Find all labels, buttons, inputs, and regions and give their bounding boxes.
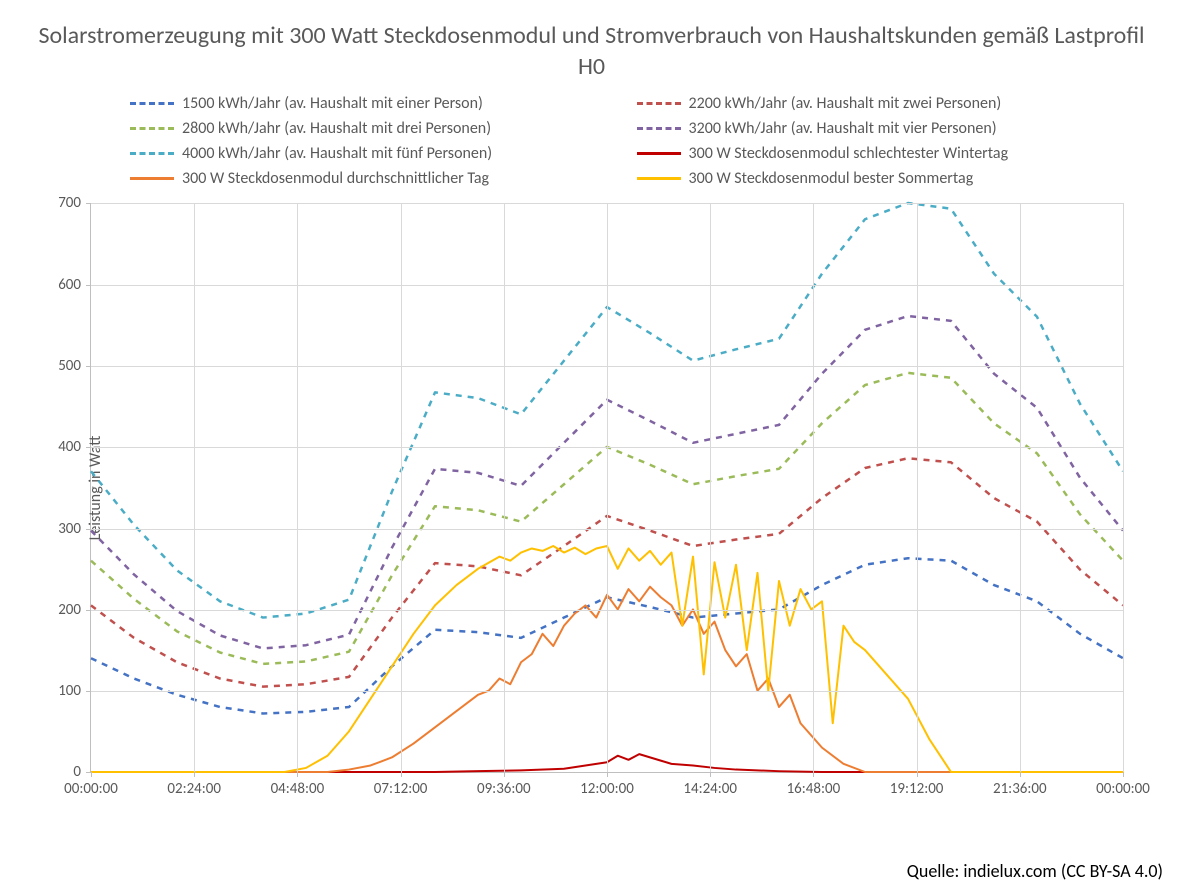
grid-line <box>504 203 505 772</box>
legend-item: 300 W Steckdosenmodul bester Sommertag <box>637 169 1114 188</box>
legend-item: 2200 kWh/Jahr (av. Haushalt mit zwei Per… <box>637 94 1114 113</box>
x-tick <box>813 772 814 777</box>
grid-line <box>917 203 918 772</box>
x-tick-label: 16:48:00 <box>787 780 841 798</box>
x-tick-label: 02:24:00 <box>167 780 221 798</box>
x-tick <box>1020 772 1021 777</box>
x-tick-label: 00:00:00 <box>1096 780 1150 798</box>
legend-swatch <box>637 152 681 155</box>
legend-swatch <box>130 127 174 130</box>
legend-swatch <box>130 152 174 155</box>
grid-line <box>1020 203 1021 772</box>
y-tick <box>86 203 91 204</box>
legend-label: 300 W Steckdosenmodul bester Sommertag <box>689 169 974 188</box>
legend-item: 3200 kWh/Jahr (av. Haushalt mit vier Per… <box>637 119 1114 138</box>
x-tick-label: 12:00:00 <box>580 780 634 798</box>
grid-line <box>813 203 814 772</box>
y-tick <box>86 366 91 367</box>
y-tick-label: 600 <box>58 276 81 294</box>
x-tick <box>194 772 195 777</box>
grid-line <box>401 203 402 772</box>
legend-item: 2800 kWh/Jahr (av. Haushalt mit drei Per… <box>130 119 607 138</box>
x-tick-label: 09:36:00 <box>477 780 531 798</box>
y-tick <box>86 529 91 530</box>
legend-item: 300 W Steckdosenmodul durchschnittlicher… <box>130 169 607 188</box>
y-tick-label: 300 <box>58 520 81 538</box>
x-tick <box>1123 772 1124 777</box>
x-tick-label: 07:12:00 <box>374 780 428 798</box>
y-tick-label: 200 <box>58 601 81 619</box>
y-tick <box>86 447 91 448</box>
chart-title: Solarstromerzeugung mit 300 Watt Steckdo… <box>30 20 1153 82</box>
y-tick-label: 500 <box>58 357 81 375</box>
legend: 1500 kWh/Jahr (av. Haushalt mit einer Pe… <box>30 94 1153 203</box>
grid-line <box>710 203 711 772</box>
legend-swatch <box>637 177 681 180</box>
legend-label: 3200 kWh/Jahr (av. Haushalt mit vier Per… <box>689 119 997 138</box>
x-tick-label: 21:36:00 <box>993 780 1047 798</box>
x-tick <box>607 772 608 777</box>
x-tick <box>91 772 92 777</box>
grid-line <box>194 203 195 772</box>
x-tick <box>917 772 918 777</box>
legend-item: 4000 kWh/Jahr (av. Haushalt mit fünf Per… <box>130 144 607 163</box>
grid-line <box>1123 203 1124 772</box>
legend-label: 1500 kWh/Jahr (av. Haushalt mit einer Pe… <box>182 94 483 113</box>
plot-area: Leistung in Watt 01002003004005006007000… <box>90 203 1123 773</box>
legend-swatch <box>130 177 174 180</box>
y-tick-label: 700 <box>58 194 81 212</box>
legend-item: 300 W Steckdosenmodul schlechtester Wint… <box>637 144 1114 163</box>
x-tick-label: 04:48:00 <box>271 780 325 798</box>
legend-swatch <box>637 127 681 130</box>
legend-label: 2200 kWh/Jahr (av. Haushalt mit zwei Per… <box>689 94 1002 113</box>
grid-line <box>607 203 608 772</box>
legend-label: 300 W Steckdosenmodul durchschnittlicher… <box>182 169 489 188</box>
y-tick-label: 400 <box>58 438 81 456</box>
source-credit: Quelle: indielux.com (CC BY-SA 4.0) <box>0 860 1163 882</box>
x-tick <box>710 772 711 777</box>
x-tick-label: 19:12:00 <box>890 780 944 798</box>
x-tick <box>297 772 298 777</box>
x-tick-label: 00:00:00 <box>64 780 118 798</box>
x-tick-label: 14:24:00 <box>683 780 737 798</box>
x-tick <box>504 772 505 777</box>
y-tick <box>86 691 91 692</box>
y-tick <box>86 610 91 611</box>
legend-label: 2800 kWh/Jahr (av. Haushalt mit drei Per… <box>182 119 491 138</box>
legend-swatch <box>130 102 174 105</box>
legend-label: 300 W Steckdosenmodul schlechtester Wint… <box>689 144 1009 163</box>
legend-swatch <box>637 102 681 105</box>
y-tick-label: 100 <box>58 682 81 700</box>
chart-container: Solarstromerzeugung mit 300 Watt Steckdo… <box>0 0 1183 888</box>
legend-item: 1500 kWh/Jahr (av. Haushalt mit einer Pe… <box>130 94 607 113</box>
y-tick <box>86 285 91 286</box>
x-tick <box>401 772 402 777</box>
grid-line <box>297 203 298 772</box>
legend-label: 4000 kWh/Jahr (av. Haushalt mit fünf Per… <box>182 144 492 163</box>
y-tick-label: 0 <box>73 763 81 781</box>
